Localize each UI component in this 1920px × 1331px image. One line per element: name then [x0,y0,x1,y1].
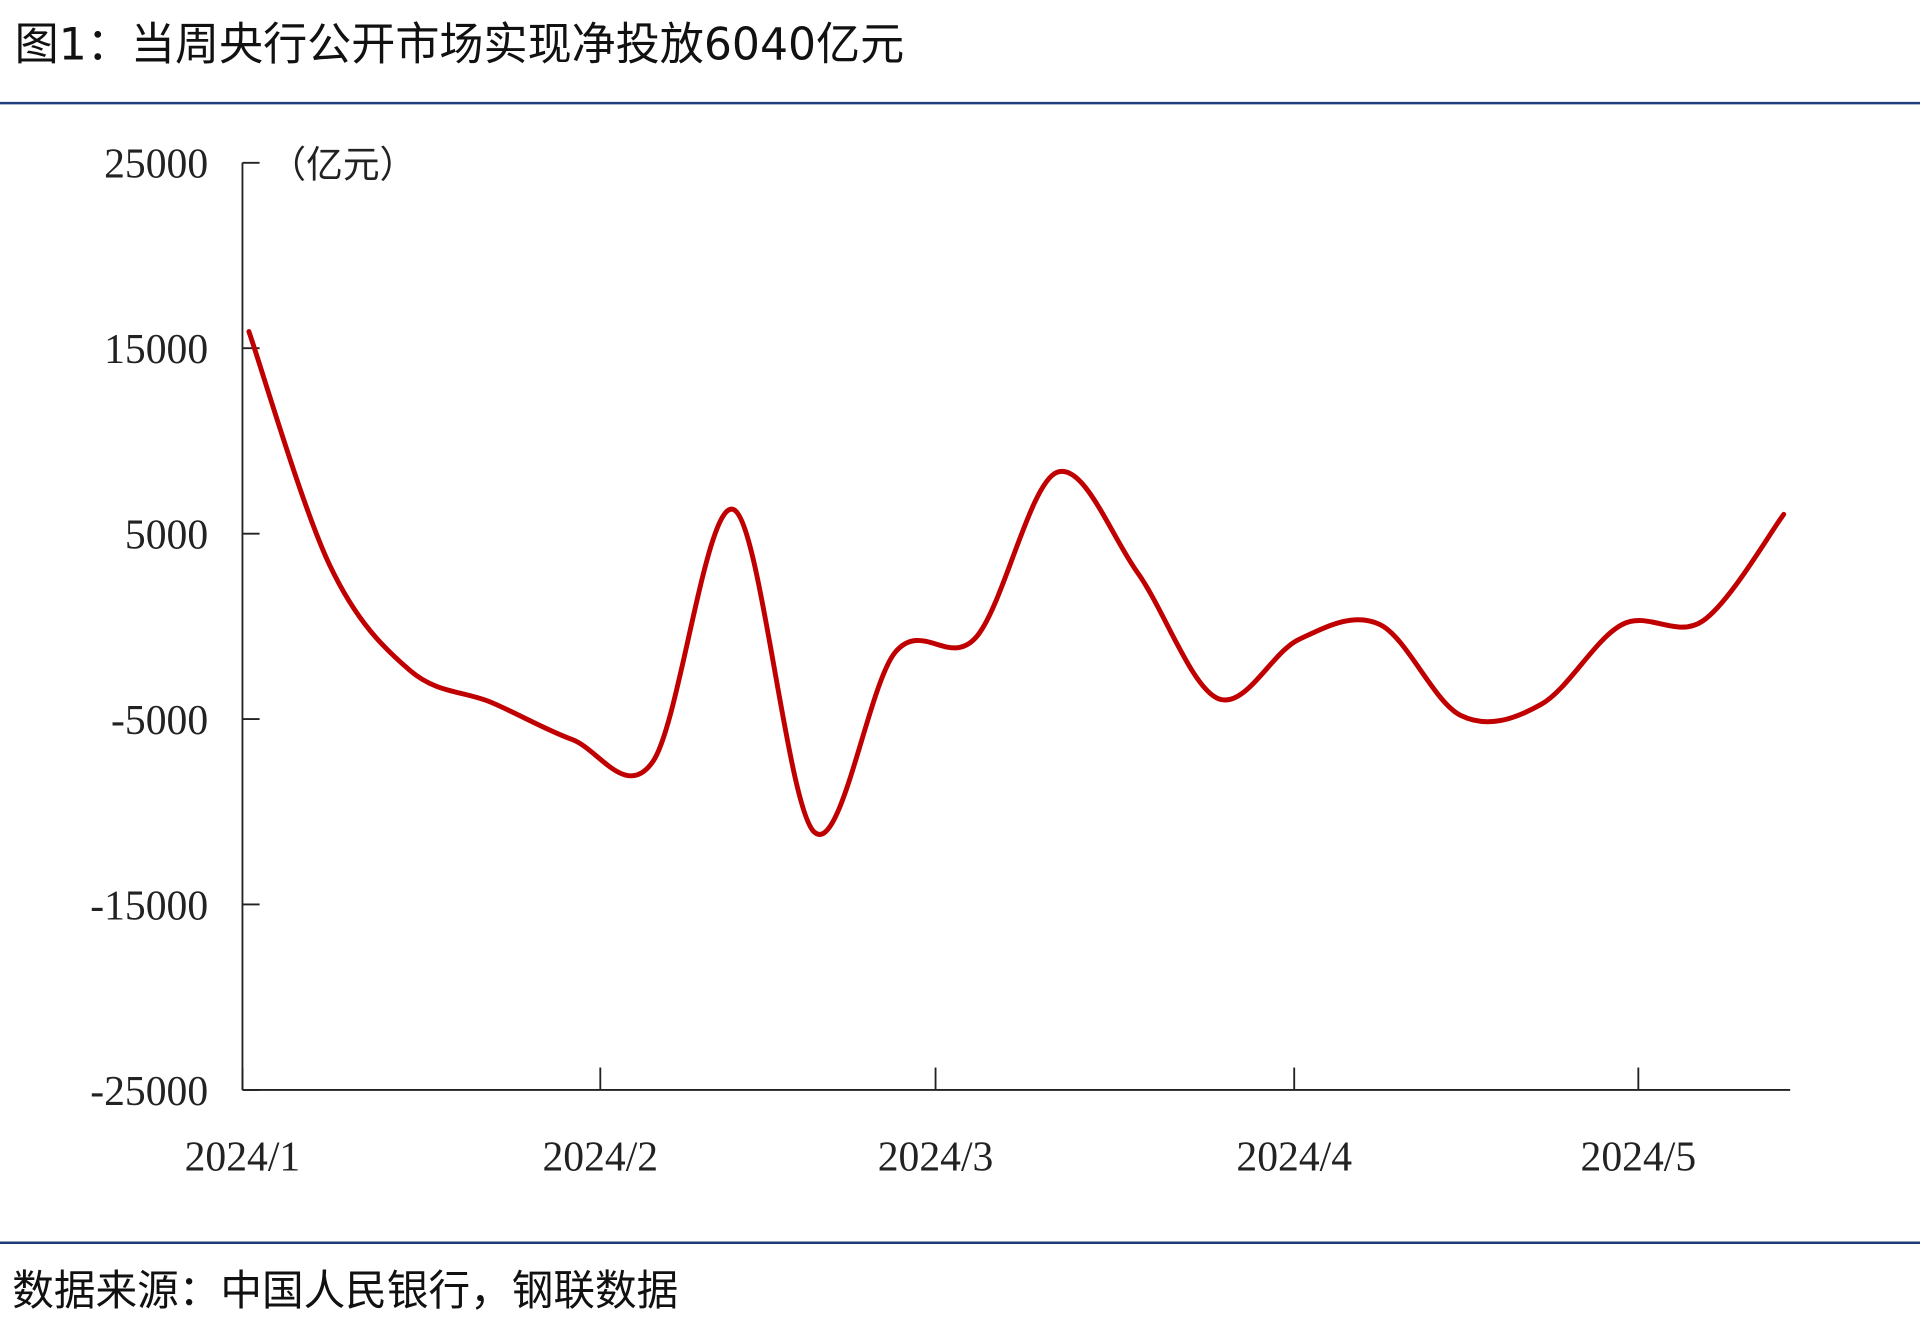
x-tick-label: 2024/4 [1236,1134,1352,1180]
y-tick-label: 15000 [104,327,208,373]
y-tick-label: 25000 [104,141,208,187]
source-note: 数据来源：中国人民银行，钢联数据 [12,1266,678,1315]
x-tick-label: 2024/5 [1581,1134,1697,1180]
x-tick-label: 2024/2 [542,1134,658,1180]
y-tick-label: -5000 [111,698,208,744]
y-axis-unit: （亿元） [269,143,416,186]
x-tick-label: 2024/1 [185,1134,301,1180]
data-line [246,329,1787,837]
y-tick-label: -15000 [90,883,208,929]
chart-title: 图1：当周央行公开市场实现净投放6040亿元 [15,19,905,70]
y-tick-label: -25000 [90,1069,208,1115]
y-tick-label: 5000 [125,512,208,558]
x-tick-label: 2024/3 [878,1134,994,1180]
